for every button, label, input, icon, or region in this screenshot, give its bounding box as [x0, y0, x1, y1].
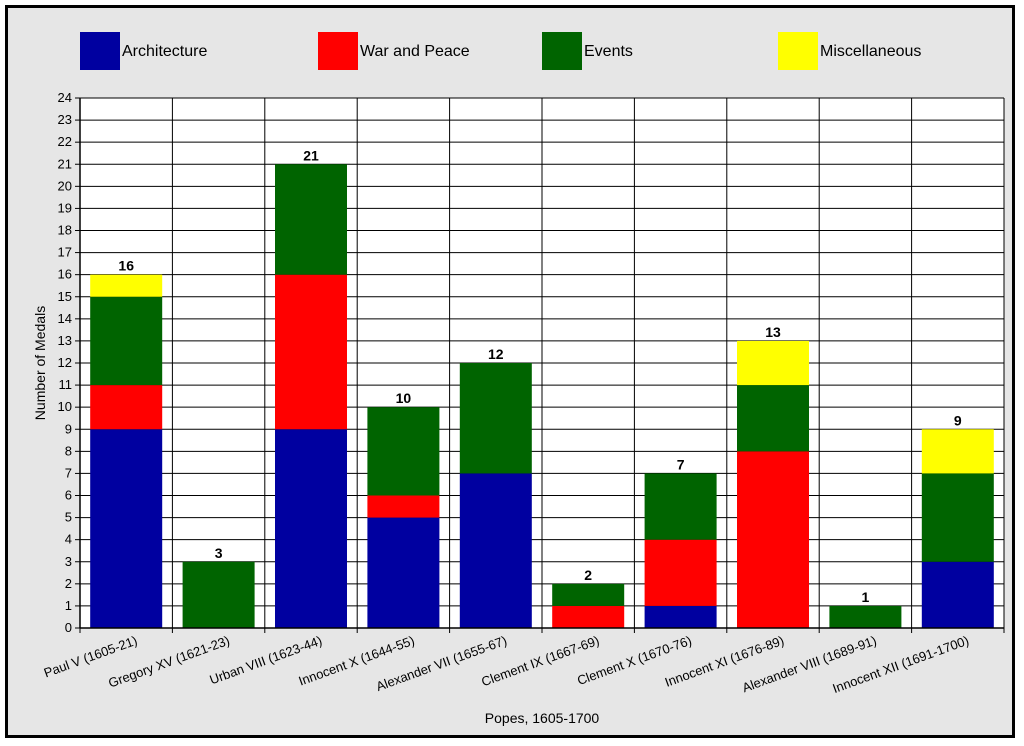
y-tick-label: 13 — [58, 333, 72, 348]
legend-swatch — [80, 32, 120, 70]
bar-segment — [921, 473, 994, 562]
y-tick-label: 16 — [58, 267, 72, 282]
bar-segment — [644, 473, 717, 540]
bar-segment — [367, 407, 440, 496]
bar-segment — [829, 605, 902, 628]
bar-segment — [644, 605, 717, 628]
y-tick-label: 22 — [58, 134, 72, 149]
bar-segment — [552, 583, 625, 606]
y-tick-label: 6 — [65, 488, 72, 503]
bar-segment — [921, 561, 994, 628]
y-tick-label: 5 — [65, 510, 72, 525]
bar-segment — [90, 385, 163, 430]
total-label: 1 — [862, 589, 870, 605]
bar-segment — [182, 561, 255, 628]
total-label: 2 — [584, 567, 592, 583]
bar-segment — [459, 363, 532, 474]
y-tick-label: 23 — [58, 112, 72, 127]
y-tick-label: 24 — [58, 90, 72, 105]
total-label: 3 — [215, 545, 223, 561]
y-tick-label: 8 — [65, 443, 72, 458]
total-label: 16 — [118, 258, 134, 274]
y-tick-label: 12 — [58, 355, 72, 370]
bar-segment — [90, 429, 163, 628]
bar-segment — [90, 274, 163, 297]
y-tick-label: 10 — [58, 399, 72, 414]
y-tick-label: 3 — [65, 554, 72, 569]
y-tick-label: 4 — [65, 532, 72, 547]
legend-label: Miscellaneous — [820, 43, 921, 60]
legend-swatch — [542, 32, 582, 70]
bar-segment — [737, 451, 809, 628]
y-tick-label: 7 — [65, 465, 72, 480]
y-tick-label: 18 — [58, 223, 72, 238]
legend-label: War and Peace — [360, 43, 470, 60]
total-label: 9 — [954, 412, 962, 428]
bar-segment — [367, 495, 440, 518]
bar-segment — [90, 296, 163, 386]
bar-segment — [737, 340, 809, 386]
y-axis-title: Number of Medals — [32, 306, 48, 420]
bar-segment — [921, 429, 994, 474]
y-tick-label: 2 — [65, 576, 72, 591]
bar-segment — [275, 429, 347, 628]
legend-label: Events — [584, 43, 633, 60]
y-tick-label: 14 — [58, 311, 72, 326]
y-tick-label: 11 — [59, 377, 73, 392]
bar-segment — [275, 274, 347, 430]
y-tick-label: 0 — [65, 620, 72, 635]
legend-swatch — [318, 32, 358, 70]
total-label: 7 — [677, 456, 685, 472]
axes — [79, 98, 1004, 629]
total-label: 21 — [303, 147, 319, 163]
x-tick-labels: Paul V (1605-21)Gregory XV (1621-23)Urba… — [42, 633, 971, 696]
bar-segment — [552, 605, 625, 628]
y-tick-label: 1 — [65, 598, 72, 613]
bar-segment — [737, 385, 809, 452]
bar-segment — [644, 539, 717, 606]
bar-segment — [459, 473, 532, 628]
legend-swatch — [778, 32, 818, 70]
y-tick-label: 19 — [58, 200, 72, 215]
y-tick-label: 21 — [58, 156, 72, 171]
legend-label: Architecture — [122, 43, 207, 60]
bars — [90, 164, 994, 628]
total-label: 13 — [765, 324, 781, 340]
x-axis-title: Popes, 1605-1700 — [485, 710, 600, 726]
total-label: 10 — [396, 390, 412, 406]
legend: Architecture War and Peace Events Miscellan… — [80, 32, 921, 70]
y-tick-label: 17 — [58, 245, 72, 260]
y-tick-label: 9 — [65, 421, 72, 436]
bar-segment — [275, 164, 347, 275]
y-tick-label: 20 — [58, 178, 72, 193]
bar-segment — [367, 517, 440, 628]
total-label: 12 — [488, 346, 504, 362]
y-tick-label: 15 — [58, 289, 72, 304]
